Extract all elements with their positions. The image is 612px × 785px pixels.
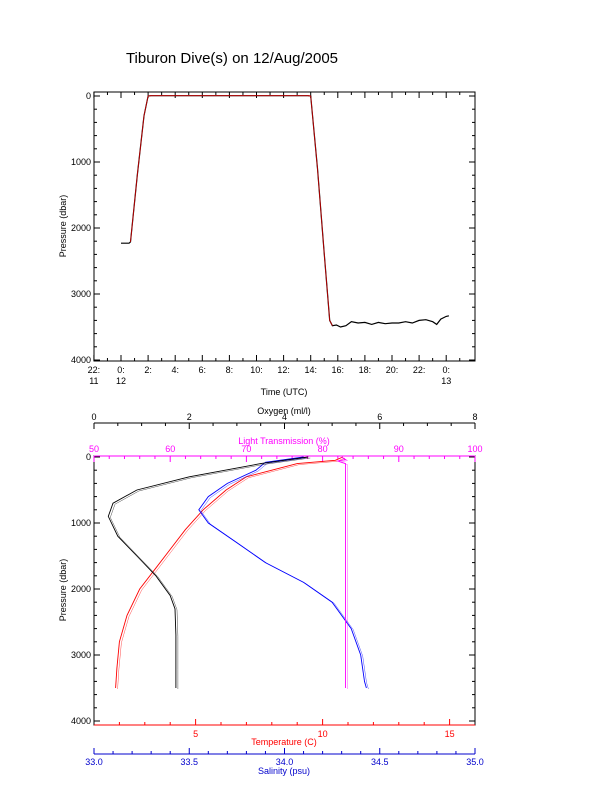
oxygen-tick-label: 8 <box>472 412 477 422</box>
transmission-axis: 50 60 70 80 90 100 <box>89 444 483 462</box>
time-chart-frame <box>93 91 476 362</box>
salinity-axis-label: Salinity (psu) <box>258 766 310 776</box>
salinity-tick-label: 34.5 <box>371 757 389 767</box>
temperature-profile-line <box>115 456 344 689</box>
oxygen-tick-label: 4 <box>282 412 287 422</box>
time-xtick-label: 18: <box>359 365 372 375</box>
transmission-tick-label: 70 <box>241 444 251 454</box>
time-ytick-label: 0 <box>86 91 91 101</box>
time-xtick-sublabel: 11 <box>89 376 98 386</box>
time-series-ascent-overlay <box>130 95 151 242</box>
profile-chart-frame <box>93 455 476 726</box>
oxygen-axis-label: Oxygen (ml/l) <box>257 406 311 416</box>
transmission-tick-label: 60 <box>165 444 175 454</box>
oxygen-profile-line-cast2 <box>110 457 311 689</box>
time-xtick-label: 20: <box>386 365 399 375</box>
profile-ytick-label: 1000 <box>71 518 91 528</box>
salinity-tick-label: 33.0 <box>85 757 103 767</box>
time-ytick-label: 2000 <box>71 223 91 233</box>
time-ytick-label: 3000 <box>71 289 91 299</box>
salinity-axis: 33.0 33.5 34.0 34.5 35.0 <box>85 748 484 767</box>
time-xtick-label: 8: <box>226 365 234 375</box>
time-xtick-label: 12: <box>277 365 290 375</box>
salinity-tick-label: 34.0 <box>276 757 294 767</box>
time-y-axis: 0 1000 2000 3000 4000 <box>71 91 475 365</box>
transmission-tick-label: 80 <box>318 444 328 454</box>
time-xtick-label: 4: <box>171 365 179 375</box>
profile-traces <box>107 456 369 690</box>
salinity-tick-label: 33.5 <box>180 757 198 767</box>
profile-ylabel: Pressure (dbar) <box>58 559 68 622</box>
time-ytick-label: 1000 <box>71 157 91 167</box>
salinity-tick-label: 35.0 <box>466 757 484 767</box>
time-xtick-label: 10: <box>250 365 263 375</box>
salinity-profile-line-cast2 <box>200 457 369 690</box>
oxygen-axis: 0 2 4 6 8 <box>91 412 478 429</box>
profile-ytick-label: 0 <box>86 452 91 462</box>
time-xtick-label: 0: <box>442 365 450 375</box>
time-xtick-label: 16: <box>332 365 345 375</box>
transmission-profile-line-cast2 <box>338 457 349 689</box>
time-xtick-sublabel: 13 <box>441 376 451 386</box>
time-series-line <box>121 95 450 328</box>
temperature-tick-label: 5 <box>193 729 198 739</box>
temperature-tick-label: 15 <box>445 729 455 739</box>
profile-ytick-label: 3000 <box>71 650 91 660</box>
temperature-axis-label: Temperature (C) <box>251 737 317 747</box>
time-series-descent-overlay <box>307 95 333 326</box>
profile-ytick-label: 4000 <box>71 716 91 726</box>
time-xtick-label: 22: <box>413 365 426 375</box>
time-trace <box>121 95 450 328</box>
transmission-tick-label: 100 <box>467 444 482 454</box>
transmission-profile-line <box>336 456 347 688</box>
page-title: Tiburon Dive(s) on 12/Aug/2005 <box>125 50 339 67</box>
oxygen-tick-label: 0 <box>91 412 96 422</box>
profile-y-axis: 0 1000 2000 3000 4000 <box>71 452 475 726</box>
oxygen-tick-label: 6 <box>377 412 382 422</box>
temperature-axis: 5 10 15 <box>94 719 475 739</box>
transmission-axis-label: Light Transmission (%) <box>238 436 330 446</box>
temperature-tick-label: 10 <box>318 729 328 739</box>
transmission-tick-label: 90 <box>394 444 404 454</box>
time-ylabel: Pressure (dbar) <box>58 195 68 258</box>
oxygen-tick-label: 2 <box>187 412 192 422</box>
profile-ytick-label: 2000 <box>71 584 91 594</box>
oxygen-profile-line <box>107 456 309 688</box>
time-x-axis: 22:110:122: 4: 6: 8: 10: 12: 14: 16: 18: 20: 22: 0:… <box>88 92 461 386</box>
time-xtick-label: 0: <box>117 365 125 375</box>
time-xtick-label: 2: <box>144 365 152 375</box>
time-ytick-label: 4000 <box>71 355 91 365</box>
time-xtick-sublabel: 12 <box>116 376 126 386</box>
time-xtick-label: 14: <box>304 365 317 375</box>
time-xlabel: Time (UTC) <box>261 387 308 397</box>
time-xtick-label: 22: <box>88 365 101 375</box>
transmission-tick-label: 50 <box>89 444 99 454</box>
temperature-profile-line-cast2 <box>117 457 345 690</box>
time-xtick-label: 6: <box>199 365 207 375</box>
salinity-profile-line <box>198 456 367 689</box>
